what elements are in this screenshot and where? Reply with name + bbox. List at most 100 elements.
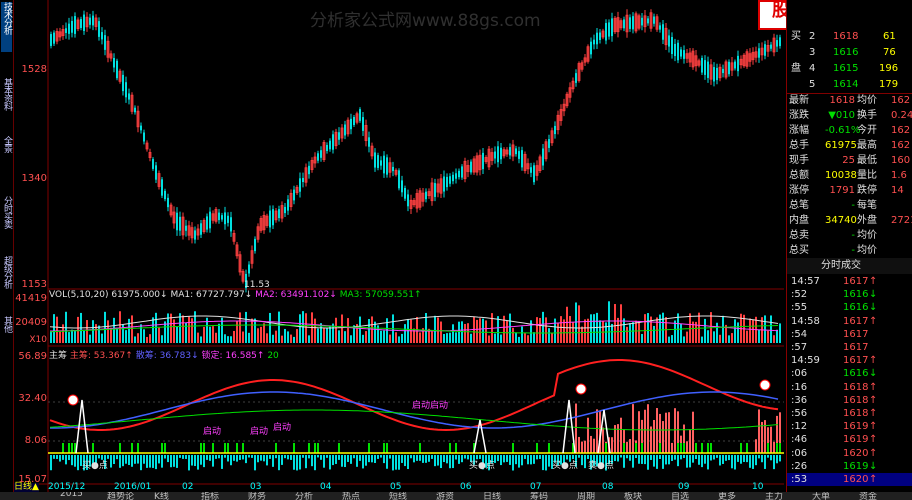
tick-row: 14:57 1617 ↑ (787, 275, 912, 288)
indicator-bar (95, 455, 97, 464)
bottom-tab[interactable]: 热点 (342, 492, 361, 500)
indicator-bar (758, 455, 760, 459)
volume-bars (49, 301, 781, 343)
indicator-bar (578, 455, 580, 458)
quote-key: 均价 (857, 230, 877, 241)
bottom-tab[interactable]: 短线 (389, 492, 408, 500)
volume-bar (86, 320, 88, 343)
bottom-tab[interactable]: 周期 (577, 492, 596, 500)
indicator-bar (764, 420, 766, 453)
ind-axis-label: 32.40 (18, 393, 47, 404)
bottom-tab[interactable]: 2015 (60, 492, 83, 499)
quote-value: ▼010 (828, 110, 855, 121)
quote-row: 总笔 - 每笔 (787, 198, 912, 214)
tab-time-trades[interactable]: 分时买卖 (2, 196, 12, 228)
bottom-tab[interactable]: 自选 (671, 492, 690, 500)
volume-bar (176, 326, 178, 343)
candle-body (739, 58, 743, 66)
indicator-bar (179, 455, 181, 458)
candle-body (362, 117, 364, 131)
bottom-tab[interactable]: 指标 (201, 492, 220, 500)
indicator-bar (737, 455, 739, 462)
candle-body (329, 140, 331, 150)
indicator-bar (716, 455, 718, 458)
candle-body (80, 19, 82, 28)
volume-bar (518, 336, 520, 343)
indicator-bar (674, 455, 676, 460)
volume-bar (344, 331, 346, 343)
bottom-tab[interactable]: 分析 (295, 492, 314, 500)
indicator-bar (602, 427, 604, 453)
tick-price: 1620 (843, 474, 869, 485)
tab-super-analysis[interactable]: 超级分析 (2, 256, 12, 288)
indicator-bar (740, 443, 742, 453)
candle-body (116, 60, 118, 79)
indicator-bar (512, 443, 514, 453)
order-book-level: 5 (809, 79, 816, 90)
bottom-tab[interactable]: 资金 (859, 492, 878, 500)
indicator-bar (233, 455, 235, 461)
volume-bar (617, 317, 619, 343)
indicator-bar (353, 455, 355, 459)
volume-bar (467, 323, 469, 343)
candle-body (641, 17, 643, 26)
bottom-tab[interactable]: 筹码 (530, 492, 549, 500)
volume-bar (119, 311, 121, 343)
indicator-bar (254, 455, 256, 471)
indicator-bar (626, 455, 628, 459)
chart-svg[interactable] (14, 0, 784, 492)
period-label[interactable]: 日线▲ (14, 482, 39, 492)
signal-spike (597, 409, 611, 454)
candle-body (662, 24, 664, 40)
ticks-header[interactable]: 分时成交 (787, 258, 912, 274)
tab-basic-info[interactable]: 基本资料 (2, 78, 12, 110)
bottom-tab[interactable]: 板块 (624, 492, 643, 500)
volume-bar (128, 318, 130, 343)
tab-technical-analysis[interactable]: 技术分析 (1, 2, 12, 52)
bottom-tab[interactable]: K线 (154, 492, 169, 500)
tab-panorama[interactable]: 全景 (2, 136, 12, 152)
indicator-bar (272, 455, 274, 467)
candle-body (55, 30, 59, 42)
bottom-tab[interactable]: 更多 (718, 492, 737, 500)
candle-body (478, 154, 482, 171)
bottom-tab[interactable]: 大单 (812, 492, 831, 500)
indicator-bar (623, 455, 625, 468)
indicator-bar (488, 455, 490, 471)
candle-body (601, 30, 605, 38)
volume-bar (512, 327, 514, 343)
candle-body (742, 54, 746, 67)
volume-bar (485, 320, 487, 343)
order-book-row: 盘 4 1615 196 (787, 61, 912, 77)
indicator-bar (632, 404, 634, 453)
volume-bar (173, 319, 175, 343)
tick-row: :55 1616 ↓ (787, 301, 912, 314)
volume-bar (506, 320, 508, 343)
volume-bar (488, 335, 490, 343)
signal-label: 启动 (250, 427, 269, 437)
bottom-tab[interactable]: 财务 (248, 492, 267, 500)
volume-bar (725, 324, 727, 343)
indicator-bar (251, 455, 253, 458)
kline-chart-area[interactable]: 分析家公式网www.88gs.com 1528 1340 1153 11.53 … (14, 0, 784, 492)
candle-body (772, 37, 776, 53)
volume-bar (71, 329, 73, 343)
bottom-tab[interactable]: 主力 (765, 492, 784, 500)
candle-body (691, 50, 695, 68)
bottom-tab[interactable]: 趋势论 (107, 492, 135, 500)
bottom-tab[interactable]: 游资 (436, 492, 455, 500)
ind-header-a: 主筹: 53.367↑ (69, 351, 133, 361)
quote-value: 1618 (829, 95, 855, 106)
candle-body (218, 212, 220, 221)
indicator-bar (620, 455, 622, 458)
volume-bar (275, 330, 277, 343)
bottom-tab[interactable]: 日线 (483, 492, 502, 500)
volume-bar (203, 326, 205, 343)
volume-bar (662, 312, 664, 343)
indicator-bar (416, 455, 418, 461)
indicator-bar (341, 455, 343, 467)
candle-body (764, 44, 766, 56)
volume-bar (422, 328, 424, 343)
candle-body (443, 176, 445, 192)
tab-other[interactable]: 其他 (2, 316, 12, 332)
